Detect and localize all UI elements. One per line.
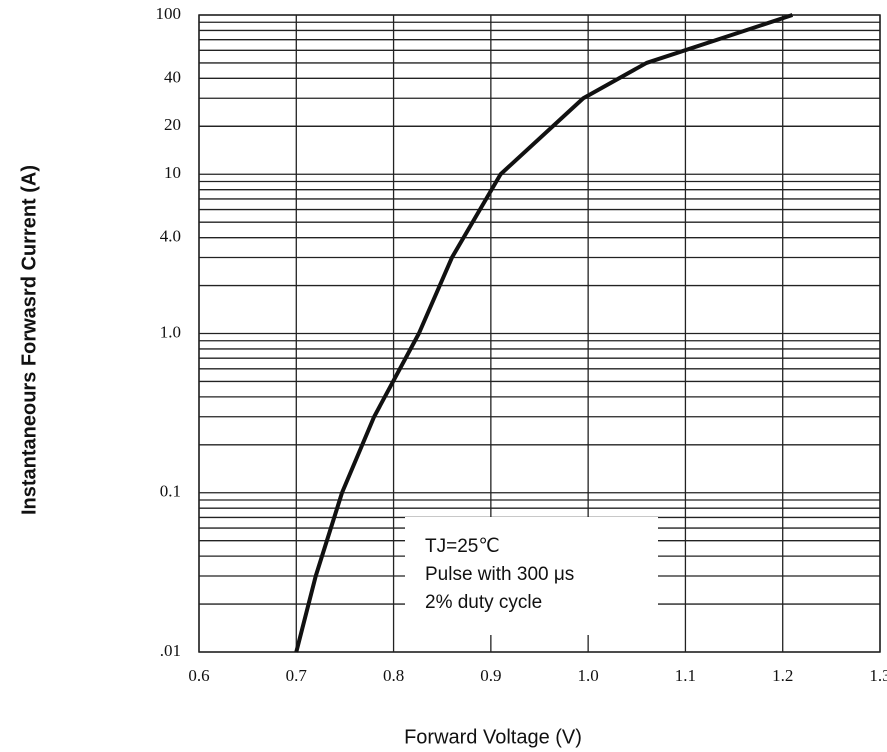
y-tick-label: 10	[164, 163, 181, 182]
x-tick-label: 1.1	[675, 666, 696, 685]
y-tick-label: .01	[160, 641, 181, 660]
curve	[294, 13, 794, 653]
x-tick-label: 0.6	[188, 666, 209, 685]
y-tick-label: 0.1	[160, 482, 181, 501]
y-tick-label: 40	[164, 67, 181, 86]
y-tick-label: 1.0	[160, 322, 181, 341]
x-tick-label: 1.0	[578, 666, 599, 685]
x-tick-label: 1.2	[772, 666, 793, 685]
y-tick-label: 4.0	[160, 227, 181, 246]
y-axis-label: Instantaneours Forwasrd Current (A)	[18, 165, 40, 515]
annotation-box	[405, 517, 658, 635]
annotation: TJ=25℃	[425, 536, 500, 557]
plot-frame	[198, 14, 881, 653]
x-tick-label: 1.3	[869, 666, 887, 685]
x-tick-label: 0.9	[480, 666, 501, 685]
annotation: 2% duty cycle	[425, 592, 542, 613]
x-axis-label: Forward Voltage (V)	[404, 726, 582, 748]
x-tick-label: 0.8	[383, 666, 404, 685]
y-tick-label: 20	[164, 115, 181, 134]
annotation: Pulse with 300 μs	[425, 564, 574, 585]
y-tick-label: 100	[156, 4, 182, 23]
x-tick-label: 0.7	[286, 666, 308, 685]
